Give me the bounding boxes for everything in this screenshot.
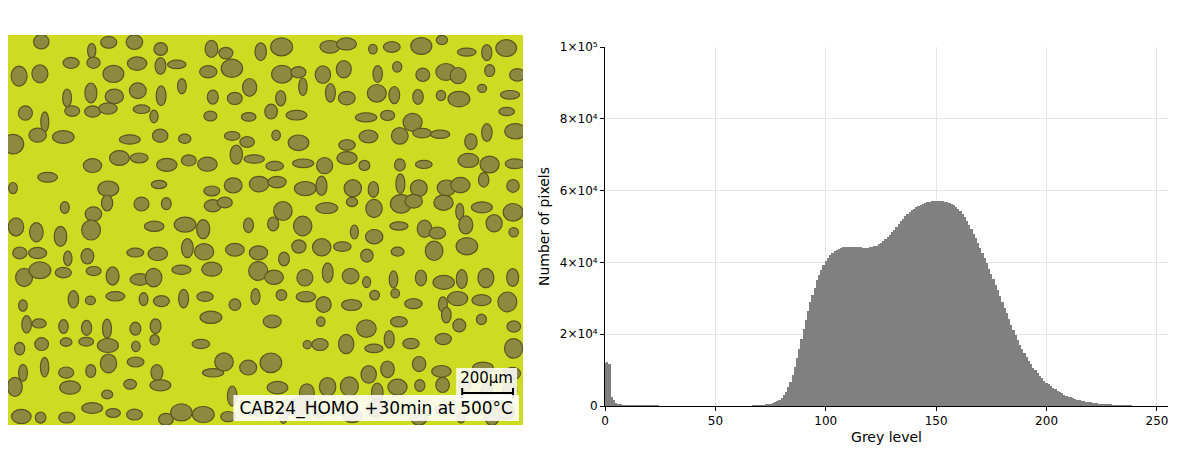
svg-text:1×10⁵: 1×10⁵ (560, 40, 598, 54)
svg-text:8×10⁴: 8×10⁴ (560, 112, 598, 126)
svg-text:50: 50 (708, 414, 723, 428)
svg-text:Grey level: Grey level (851, 429, 922, 445)
svg-text:4×10⁴: 4×10⁴ (560, 256, 598, 270)
svg-text:100: 100 (814, 414, 837, 428)
svg-text:200µm: 200µm (460, 369, 513, 387)
svg-text:0: 0 (601, 414, 609, 428)
svg-text:Number of pixels: Number of pixels (536, 167, 552, 286)
svg-text:2×10⁴: 2×10⁴ (560, 327, 598, 341)
svg-text:6×10⁴: 6×10⁴ (560, 184, 598, 198)
svg-text:150: 150 (925, 414, 948, 428)
svg-text:200: 200 (1035, 414, 1058, 428)
svg-text:250: 250 (1146, 414, 1169, 428)
svg-text:0: 0 (590, 399, 598, 413)
svg-text:CAB24_HOMO +30min at 500°C: CAB24_HOMO +30min at 500°C (239, 398, 513, 419)
